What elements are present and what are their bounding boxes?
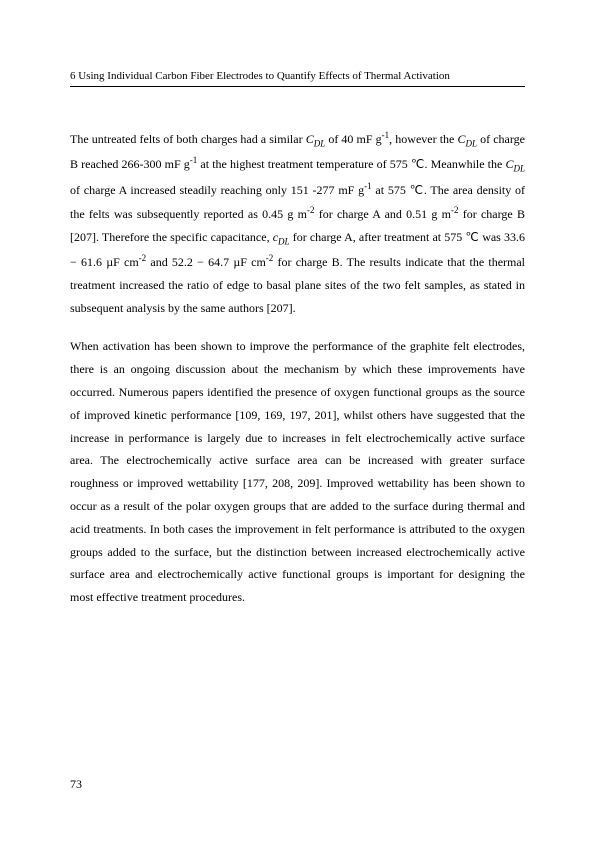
page-container: 6 Using Individual Carbon Fiber Electrod… xyxy=(0,0,595,685)
paragraph-2: When activation has been shown to improv… xyxy=(70,335,525,609)
text-fragment: at the highest treatment temperature of … xyxy=(197,157,505,171)
symbol-cdl: C xyxy=(306,132,314,146)
text-fragment: of charge A increased steadily reaching … xyxy=(70,183,364,197)
symbol-sub: DL xyxy=(466,138,478,148)
symbol-sub: DL xyxy=(513,164,525,174)
text-fragment: and 52.2 − 64.7 µF cm xyxy=(146,255,266,269)
symbol-sub: DL xyxy=(314,138,326,148)
page-number: 73 xyxy=(70,777,82,792)
symbol-cdl: C xyxy=(457,132,465,146)
text-fragment: , however the xyxy=(389,132,457,146)
text-fragment: for charge A and 0.51 g m xyxy=(314,207,451,221)
symbol-sub: DL xyxy=(278,236,290,246)
running-header: 6 Using Individual Carbon Fiber Electrod… xyxy=(70,70,525,87)
paragraph-1: The untreated felts of both charges had … xyxy=(70,127,525,319)
text-fragment: of 40 mF g xyxy=(325,132,381,146)
superscript: -1 xyxy=(364,181,372,191)
text-fragment: The untreated felts of both charges had … xyxy=(70,132,306,146)
